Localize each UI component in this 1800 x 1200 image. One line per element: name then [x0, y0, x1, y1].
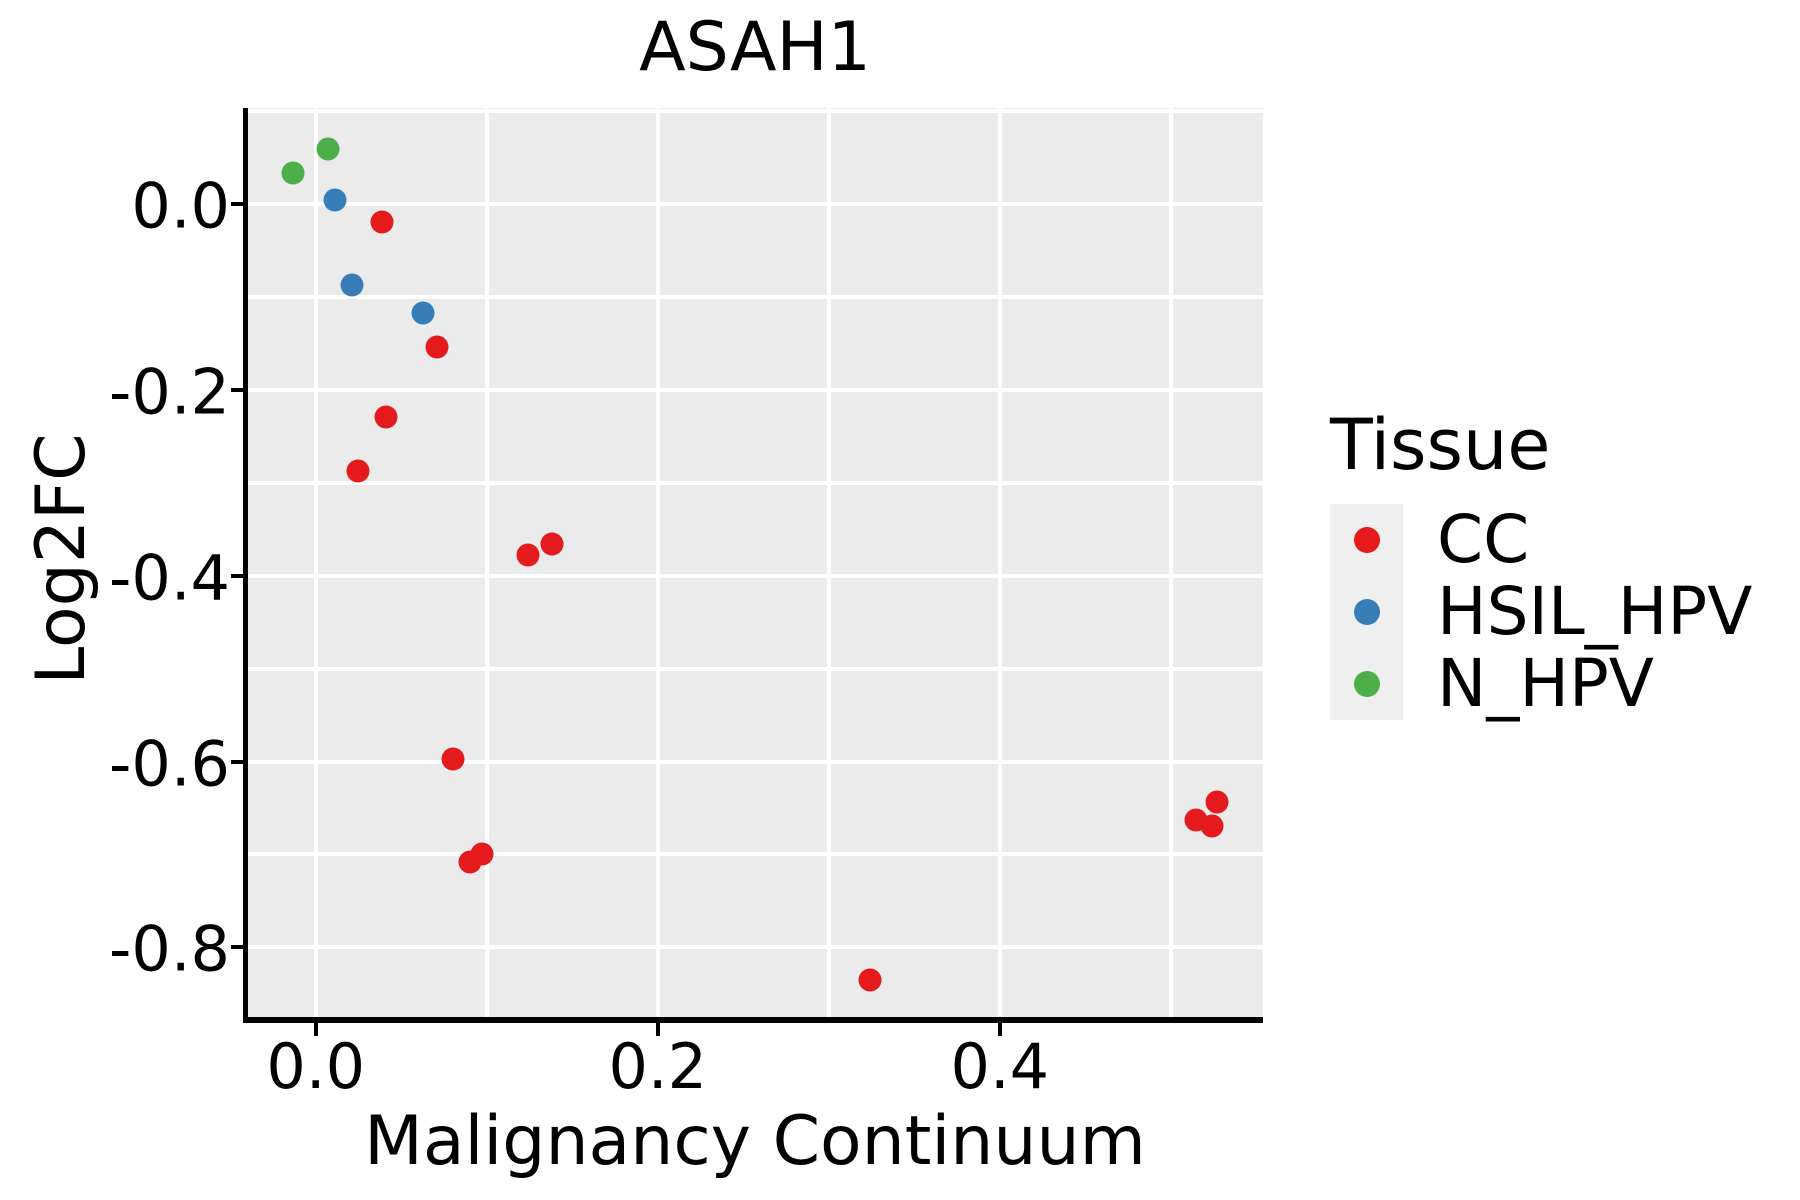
- gridline-x: [1168, 108, 1173, 1017]
- gridline-x: [484, 108, 489, 1017]
- y-tick-mark: [231, 201, 243, 206]
- data-point-cc: [540, 532, 564, 556]
- data-point-cc: [346, 459, 370, 482]
- data-point-cc: [1205, 790, 1229, 814]
- x-axis-label: Malignancy Continuum: [364, 1102, 1146, 1181]
- gridline-y: [248, 666, 1263, 671]
- gridline-y: [248, 759, 1263, 764]
- legend-item-label: N_HPV: [1437, 645, 1654, 722]
- gridline-y: [248, 945, 1263, 950]
- y-tick-mark: [231, 945, 243, 950]
- data-point-cc: [858, 968, 882, 992]
- data-point-cc: [470, 842, 494, 866]
- legend-item-label: HSIL_HPV: [1437, 573, 1753, 650]
- y-tick-label: -0.8: [109, 912, 230, 986]
- x-tick-label: 0.0: [266, 1030, 366, 1103]
- x-tick-mark: [313, 1023, 318, 1036]
- gridline-y: [248, 573, 1263, 578]
- data-point-hsil_hpv: [340, 273, 364, 297]
- legend-swatch-icon: [1353, 527, 1380, 553]
- y-tick-mark: [231, 387, 243, 392]
- y-tick-mark: [231, 573, 243, 578]
- gridline-x: [655, 108, 660, 1017]
- y-tick-label: -0.6: [109, 726, 230, 800]
- y-tick-label: 0.0: [131, 169, 230, 243]
- gridline-y: [248, 108, 1263, 113]
- y-axis-label: Log2FC: [22, 433, 101, 685]
- data-point-hsil_hpv: [411, 301, 435, 325]
- legend-title: Tissue: [1330, 404, 1551, 486]
- x-axis-spine: [243, 1017, 1263, 1023]
- legend-swatch-icon: [1353, 599, 1380, 625]
- gridline-y: [248, 294, 1263, 299]
- data-point-cc: [1200, 814, 1224, 838]
- x-tick-mark: [655, 1023, 660, 1036]
- gridline-y: [248, 387, 1263, 392]
- legend-swatch-icon: [1353, 671, 1380, 697]
- legend-item-label: CC: [1437, 501, 1530, 578]
- y-axis-spine: [243, 108, 248, 1023]
- plot-panel: [248, 108, 1263, 1017]
- data-point-cc: [374, 405, 398, 429]
- gridline-x: [826, 108, 831, 1017]
- gridline-y: [248, 852, 1263, 857]
- data-point-cc: [516, 543, 540, 567]
- data-point-hsil_hpv: [323, 188, 347, 212]
- y-tick-mark: [231, 759, 243, 764]
- data-point-n_hpv: [316, 137, 340, 161]
- gridline-y: [248, 480, 1263, 485]
- plot-title: ASAH1: [639, 8, 871, 87]
- data-point-n_hpv: [281, 161, 305, 185]
- data-point-cc: [370, 210, 394, 234]
- data-point-cc: [441, 747, 465, 771]
- gridline-x: [313, 108, 318, 1017]
- x-tick-label: 0.2: [608, 1030, 708, 1103]
- y-tick-label: -0.2: [109, 355, 230, 429]
- x-tick-label: 0.4: [950, 1030, 1050, 1103]
- gridline-y: [248, 201, 1263, 206]
- gridline-x: [997, 108, 1002, 1017]
- x-tick-mark: [997, 1023, 1002, 1036]
- y-tick-label: -0.4: [109, 541, 230, 615]
- data-point-cc: [425, 335, 449, 359]
